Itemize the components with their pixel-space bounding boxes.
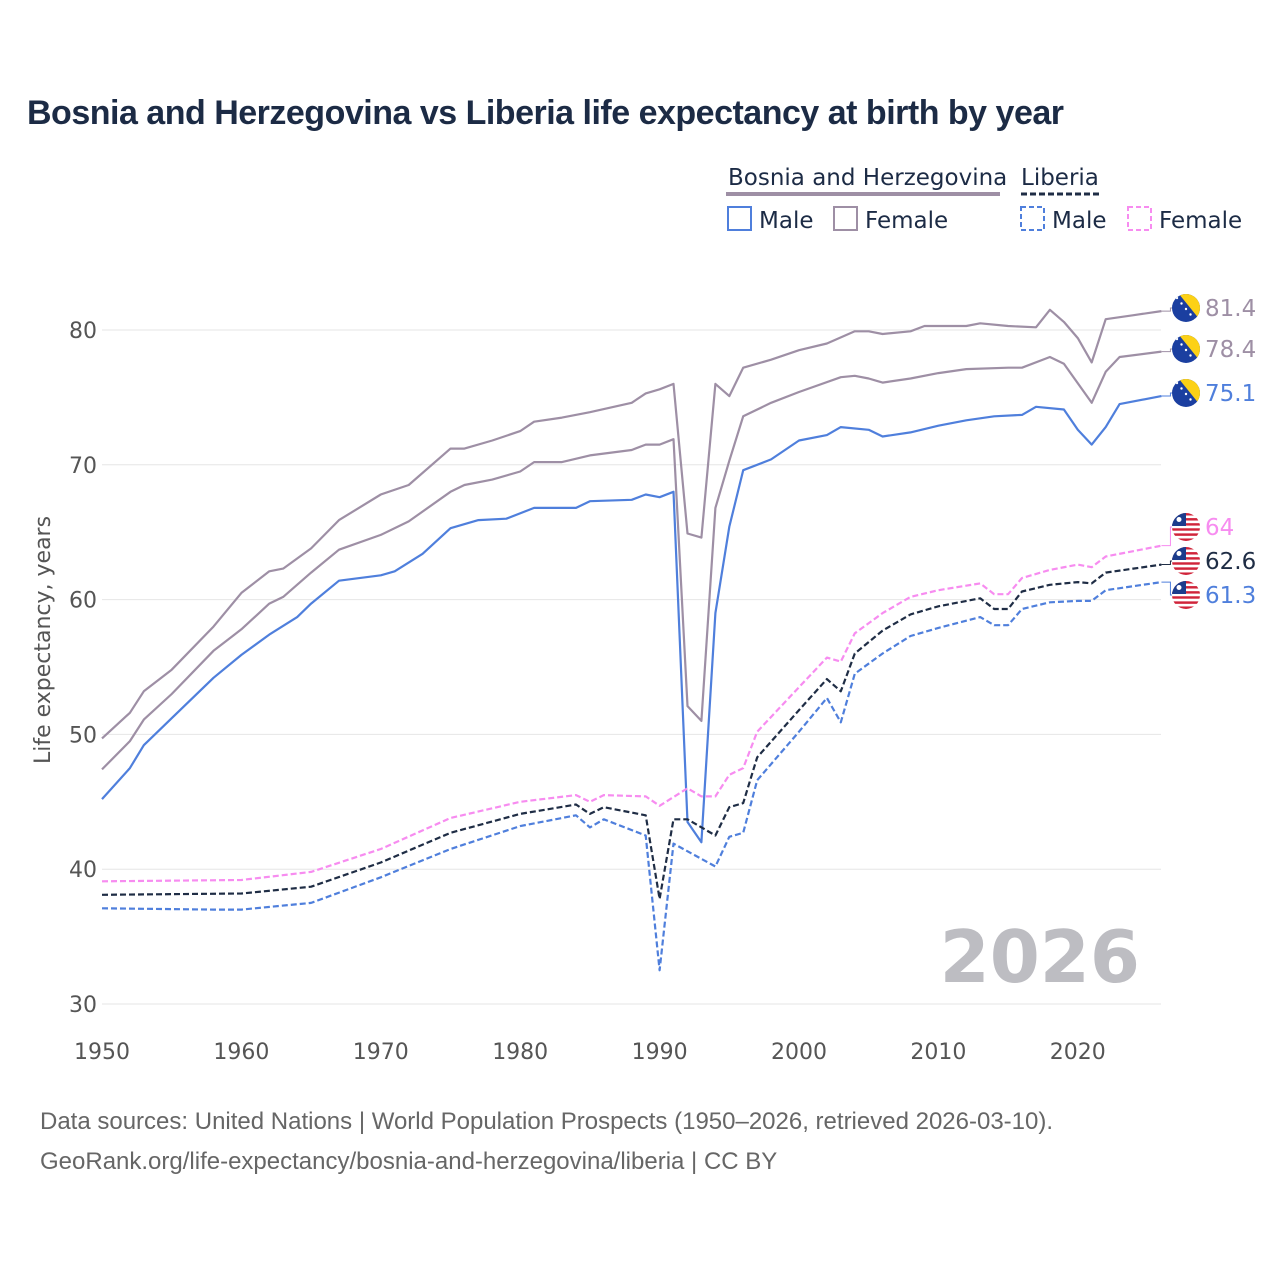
- liberia-flag-icon: [1172, 513, 1200, 541]
- watermark-year: 2026: [940, 915, 1140, 999]
- end-value-label: 62.6: [1205, 549, 1256, 575]
- bosnia-flag-icon: [1172, 379, 1200, 407]
- series-line-bosnia-and-herzegovina-male[interactable]: [101, 395, 1162, 844]
- legend: Bosnia and Herzegovina Liberia Male Fema…: [726, 165, 1242, 234]
- footer-attribution[interactable]: GeoRank.org/life-expectancy/bosnia-and-h…: [40, 1148, 778, 1175]
- legend-swatch-liberia-female[interactable]: [1127, 206, 1152, 231]
- legend-label-liberia-female[interactable]: Female: [1159, 208, 1242, 234]
- end-value-label: 61.3: [1205, 583, 1256, 609]
- legend-swatch-liberia-male[interactable]: [1020, 206, 1045, 231]
- y-axis-label: Life expectancy, years: [31, 516, 56, 764]
- y-tick-label: 40: [69, 858, 97, 883]
- x-tick-label: 1950: [74, 1040, 130, 1065]
- label-connector: [1161, 348, 1174, 353]
- chart-title: Bosnia and Herzegovina vs Liberia life e…: [27, 94, 1064, 132]
- label-connector: [1161, 581, 1174, 596]
- legend-swatch-bosnia-female[interactable]: [833, 206, 858, 231]
- end-value-label: 81.4: [1205, 296, 1256, 322]
- liberia-flag-icon: [1172, 581, 1200, 609]
- x-tick-label: 1960: [213, 1040, 269, 1065]
- y-tick-label: 80: [69, 319, 97, 344]
- legend-label-bosnia-female[interactable]: Female: [865, 208, 948, 234]
- y-tick-label: 30: [69, 993, 97, 1018]
- x-tick-label: 2020: [1050, 1040, 1106, 1065]
- series-line-liberia-total[interactable]: [101, 563, 1162, 901]
- x-tick-label: 1990: [632, 1040, 688, 1065]
- series-line-bosnia-and-herzegovina-total[interactable]: [101, 350, 1162, 771]
- end-value-label: 64: [1205, 515, 1234, 541]
- x-tick-label: 1980: [492, 1040, 548, 1065]
- y-tick-label: 70: [69, 454, 97, 479]
- bosnia-flag-icon: [1172, 335, 1200, 363]
- label-connector: [1161, 307, 1174, 312]
- legend-label-bosnia-male[interactable]: Male: [759, 208, 813, 234]
- footer-sources: Data sources: United Nations | World Pop…: [40, 1108, 1054, 1135]
- x-tick-label: 2000: [771, 1040, 827, 1065]
- y-tick-label: 50: [69, 723, 97, 748]
- label-connector: [1161, 526, 1174, 547]
- legend-group-bosnia: Bosnia and Herzegovina: [728, 165, 1007, 191]
- x-tick-label: 1970: [353, 1040, 409, 1065]
- series-line-bosnia-and-herzegovina-female[interactable]: [101, 308, 1162, 740]
- label-connector: [1161, 392, 1174, 397]
- series-line-liberia-male[interactable]: [101, 581, 1162, 972]
- end-value-label: 75.1: [1205, 381, 1256, 407]
- legend-group-liberia: Liberia: [1021, 165, 1099, 191]
- legend-swatch-bosnia-male[interactable]: [727, 206, 752, 231]
- label-connector: [1161, 560, 1174, 566]
- legend-label-liberia-male[interactable]: Male: [1052, 208, 1106, 234]
- y-tick-label: 60: [69, 589, 97, 614]
- liberia-flag-icon: [1172, 547, 1200, 575]
- x-tick-label: 2010: [910, 1040, 966, 1065]
- bosnia-flag-icon: [1172, 294, 1200, 322]
- end-value-label: 78.4: [1205, 337, 1256, 363]
